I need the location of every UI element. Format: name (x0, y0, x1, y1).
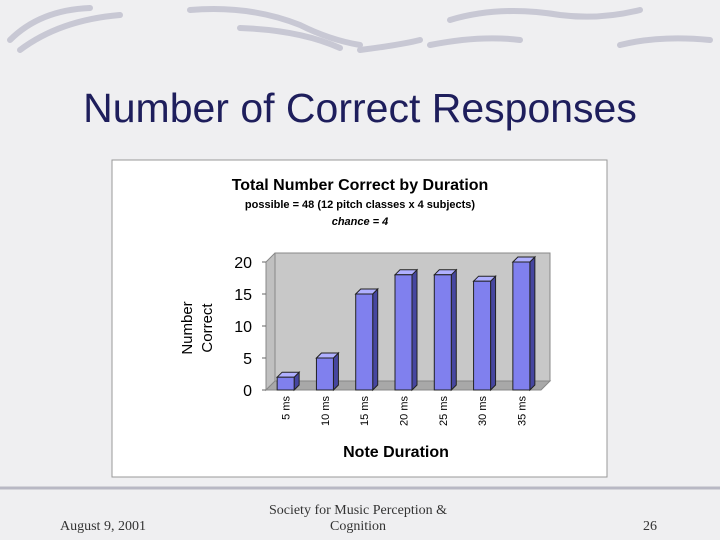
bar (276, 376, 295, 391)
bar (512, 261, 531, 391)
x-tick-label: 35 ms (516, 396, 528, 426)
footer-text: Society for Music Perception & (269, 503, 447, 518)
bar-side (372, 287, 379, 392)
bar-side (529, 255, 536, 392)
x-tick-label: 30 ms (477, 396, 489, 426)
page-number: 26 (643, 519, 657, 534)
y-axis-label: Correct (199, 303, 216, 353)
bar (394, 274, 413, 391)
bar (315, 357, 334, 391)
annotation: chance = 4 (332, 216, 389, 228)
plot: 0 5 10 15 20 5 ms 10 ms 15 ms 20 ms 25 ms 30 ms 35 … (234, 252, 552, 426)
bar (433, 274, 452, 391)
chart-subtitle: possible = 48 (12 pitch classes x 4 subj… (245, 199, 476, 211)
decoration (7, 5, 713, 53)
x-axis-label: Note Duration (343, 444, 449, 461)
bar-side (490, 274, 497, 392)
bar (473, 280, 492, 391)
x-tick-label: 10 ms (320, 396, 332, 426)
x-tick-label: 20 ms (399, 396, 411, 426)
y-tick-label: 15 (234, 287, 252, 304)
y-tick-label: 5 (243, 351, 252, 368)
bar (355, 293, 374, 391)
slide-title: Number of Correct Responses (83, 85, 637, 131)
y-tick-label: 20 (234, 255, 252, 272)
x-tick-label: 15 ms (359, 396, 371, 426)
x-tick-label: 5 ms (281, 396, 293, 420)
footer-date: August 9, 2001 (60, 519, 146, 534)
bar-side (411, 268, 418, 392)
footer-text: Cognition (330, 519, 386, 534)
chart-title: Total Number Correct by Duration (232, 177, 489, 194)
x-tick-label: 25 ms (438, 396, 450, 426)
y-tick-label: 0 (243, 383, 252, 400)
y-axis-label: Number (179, 301, 196, 354)
bar-side (450, 268, 457, 392)
y-tick-label: 10 (234, 319, 252, 336)
bar-side (332, 351, 339, 392)
